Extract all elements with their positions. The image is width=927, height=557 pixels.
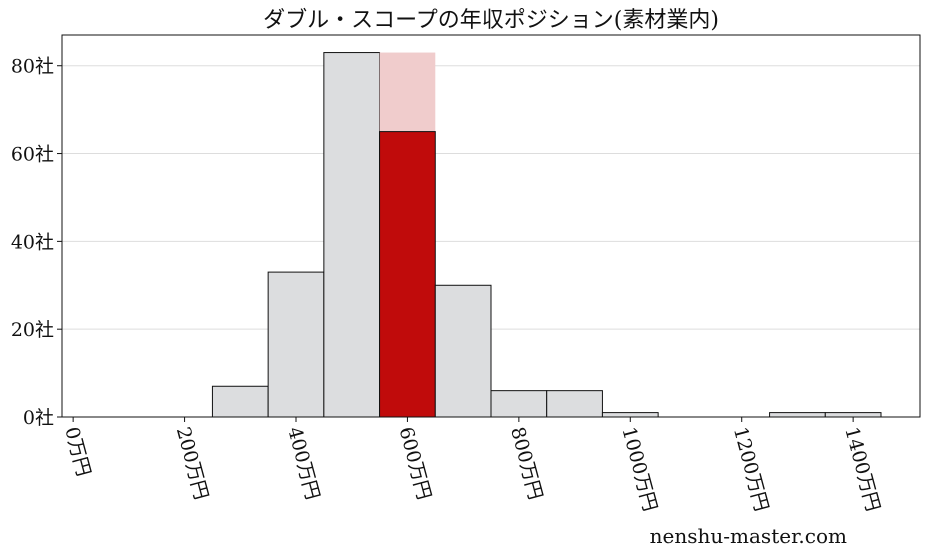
x-tick-label: 1200万円	[729, 425, 773, 514]
x-tick-label: 600万円	[395, 425, 435, 502]
y-tick-label: 40社	[11, 231, 54, 253]
histogram-bar	[490, 390, 548, 418]
histogram-bar	[769, 412, 826, 418]
chart-title: ダブル・スコープの年収ポジション(素材業内)	[263, 8, 719, 33]
highlight-bar	[379, 131, 436, 418]
histogram-bar	[434, 284, 492, 418]
y-tick-label: 0社	[23, 407, 54, 429]
y-tick-label: 80社	[11, 56, 54, 78]
plot-frame	[61, 34, 921, 418]
watermark: nenshu-master.com	[650, 524, 847, 548]
x-tick-label: 1400万円	[840, 425, 884, 514]
x-tick-label: 1000万円	[617, 425, 661, 514]
x-tick-label: 400万円	[283, 425, 323, 502]
x-tick-label: 200万円	[172, 425, 212, 502]
histogram-bar	[323, 52, 381, 418]
histogram-bar	[211, 385, 269, 418]
histogram-bar	[267, 271, 325, 418]
x-tick-label: 0万円	[60, 425, 94, 479]
histogram-bar	[601, 412, 659, 418]
y-tick-label: 20社	[11, 319, 54, 341]
x-tick-label: 800万円	[506, 425, 546, 502]
y-tick-label: 60社	[11, 144, 54, 166]
histogram-bar	[824, 412, 882, 418]
histogram-bar	[546, 390, 603, 418]
